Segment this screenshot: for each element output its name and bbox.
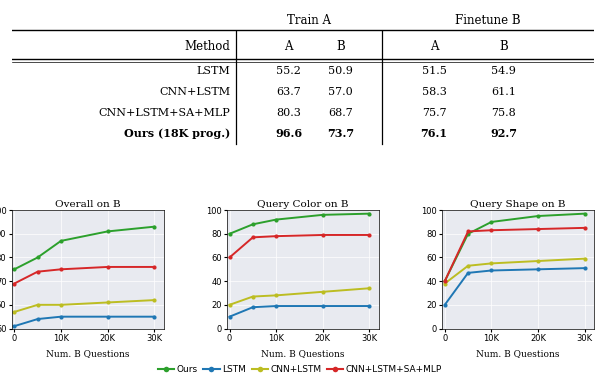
Text: Train A: Train A	[287, 14, 331, 27]
Title: Query Color on B: Query Color on B	[257, 200, 349, 209]
Text: B: B	[337, 40, 345, 53]
X-axis label: Num. B Questions: Num. B Questions	[476, 349, 560, 358]
Text: 76.1: 76.1	[421, 128, 448, 139]
Text: CNN+LSTM: CNN+LSTM	[159, 87, 230, 97]
Text: 80.3: 80.3	[276, 108, 301, 118]
Text: Finetune B: Finetune B	[455, 14, 521, 27]
Text: 61.1: 61.1	[491, 87, 516, 97]
Text: B: B	[499, 40, 508, 53]
Text: 63.7: 63.7	[276, 87, 301, 97]
Text: Method: Method	[184, 40, 230, 53]
X-axis label: Num. B Questions: Num. B Questions	[261, 349, 345, 358]
Text: 92.7: 92.7	[490, 128, 517, 139]
Text: 54.9: 54.9	[491, 66, 516, 76]
Text: 58.3: 58.3	[422, 87, 446, 97]
Text: 51.5: 51.5	[422, 66, 446, 76]
Text: A: A	[284, 40, 293, 53]
Text: CNN+LSTM+SA+MLP: CNN+LSTM+SA+MLP	[98, 108, 230, 118]
Text: 75.7: 75.7	[422, 108, 446, 118]
Text: A: A	[430, 40, 438, 53]
Title: Query Shape on B: Query Shape on B	[470, 200, 566, 209]
Text: 55.2: 55.2	[276, 66, 301, 76]
Text: 57.0: 57.0	[328, 87, 353, 97]
Text: 68.7: 68.7	[328, 108, 353, 118]
Text: 96.6: 96.6	[275, 128, 302, 139]
Text: 73.7: 73.7	[327, 128, 355, 139]
Text: 50.9: 50.9	[328, 66, 353, 76]
Text: Ours (18K prog.): Ours (18K prog.)	[124, 128, 230, 139]
Title: Overall on B: Overall on B	[55, 200, 121, 209]
Legend: Ours, LSTM, CNN+LSTM, CNN+LSTM+SA+MLP: Ours, LSTM, CNN+LSTM, CNN+LSTM+SA+MLP	[154, 361, 446, 377]
Text: LSTM: LSTM	[197, 66, 230, 76]
X-axis label: Num. B Questions: Num. B Questions	[46, 349, 130, 358]
Text: 75.8: 75.8	[491, 108, 516, 118]
